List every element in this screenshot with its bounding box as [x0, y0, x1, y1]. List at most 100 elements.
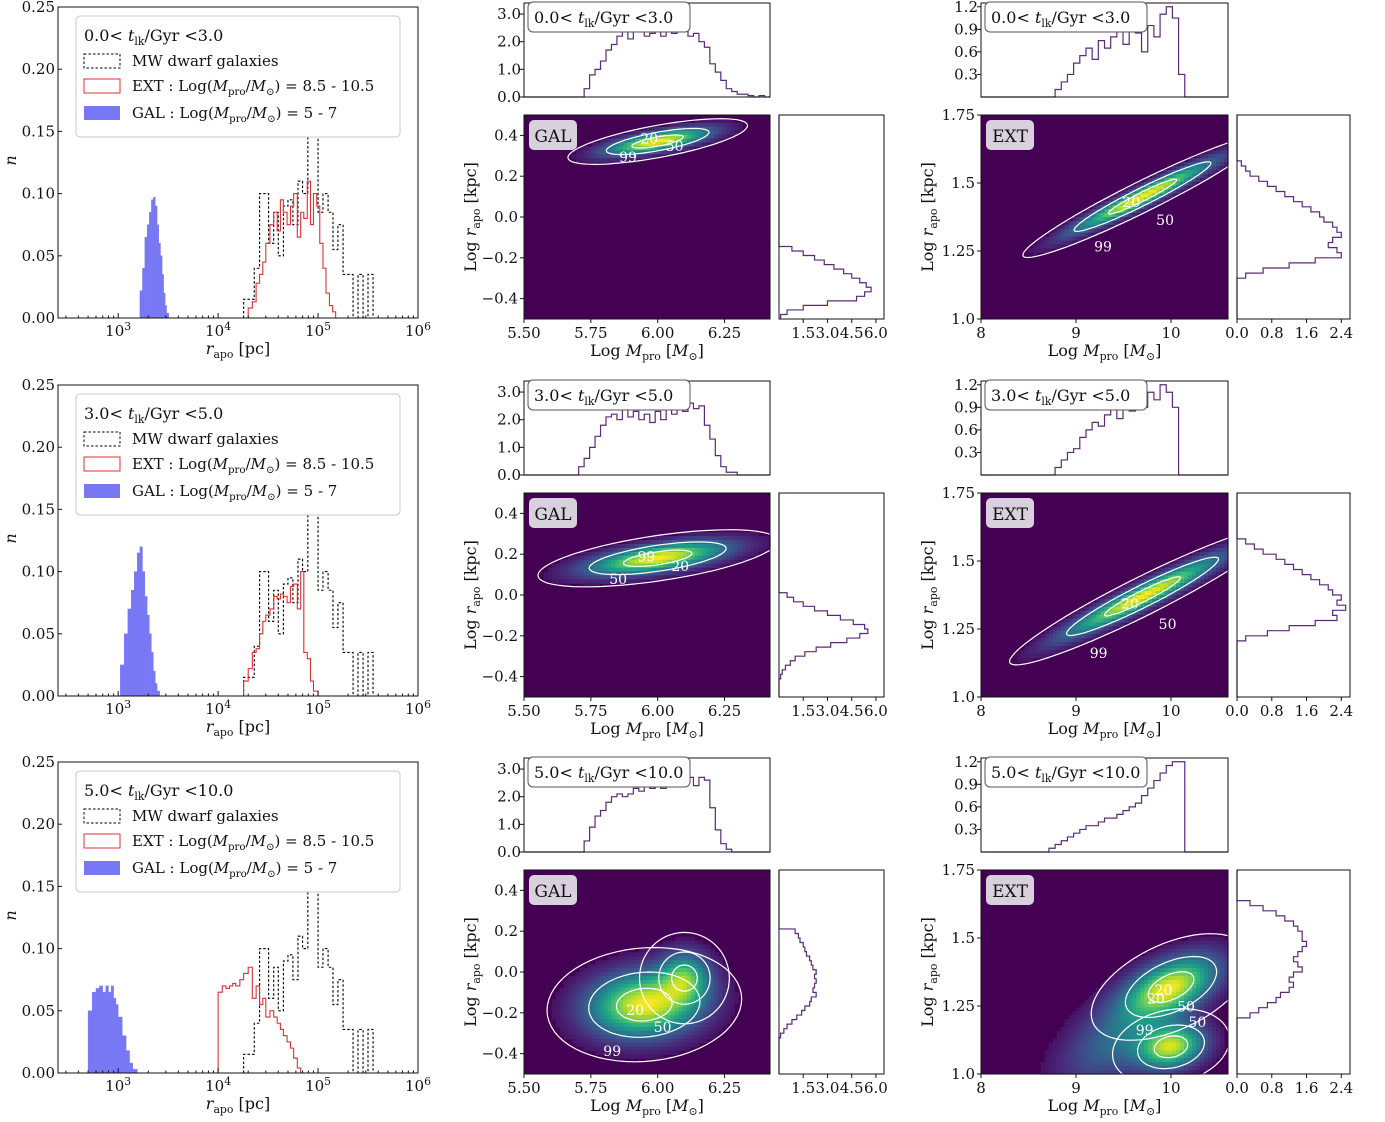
heatmap-cell	[543, 571, 549, 576]
heatmap-cell	[722, 536, 727, 541]
heatmap-cell	[714, 1003, 720, 1008]
heatmap-cell	[639, 146, 644, 151]
heatmap-cell	[627, 968, 632, 973]
heatmap-cell	[754, 544, 759, 549]
contour-line	[546, 946, 743, 1063]
heatmap-cell	[746, 532, 751, 537]
heatmap-cell	[607, 1026, 612, 1032]
heatmap-cell	[1208, 1050, 1213, 1055]
heatmap-cell	[611, 150, 616, 155]
heatmap-cell	[555, 1015, 561, 1020]
heatmap-cell	[595, 559, 600, 565]
heatmap-cell	[1184, 177, 1189, 183]
heatmap-cell	[1188, 983, 1193, 989]
heatmap-cell	[567, 1011, 573, 1016]
heatmap-cell	[1080, 1023, 1086, 1028]
heatmap-cell	[1208, 983, 1213, 989]
heatmap-cell	[607, 999, 612, 1004]
heatmap-cell	[1124, 1003, 1130, 1008]
heatmap-cell	[1224, 150, 1229, 155]
heatmap-cell	[627, 142, 632, 147]
heatmap-cell	[575, 158, 581, 163]
heatmap-cell	[1116, 1011, 1122, 1016]
y-tick-label: 1.5	[951, 552, 975, 570]
heatmap-cell	[1216, 995, 1221, 1001]
heatmap-cell	[666, 1042, 672, 1048]
heatmap-cell	[1220, 1046, 1225, 1052]
heatmap-cell	[1176, 960, 1181, 965]
heatmap-cell	[1144, 1038, 1149, 1044]
heatmap-cell	[674, 956, 680, 961]
heatmap-cell	[1076, 1007, 1082, 1012]
heatmap-cell	[595, 1034, 600, 1040]
heatmap-cell	[686, 551, 692, 557]
heatmap-cell	[1124, 1042, 1130, 1048]
heatmap-cell	[1140, 1019, 1145, 1024]
heatmap-cell	[1160, 181, 1165, 187]
heatmap-cell	[670, 944, 676, 950]
marginal-step-line	[1236, 870, 1308, 1074]
heatmap-cell	[555, 571, 561, 576]
heatmap-cell	[654, 575, 660, 580]
heatmap-cell	[1212, 1019, 1217, 1024]
heatmap-cell	[1136, 983, 1141, 989]
heatmap-cell	[1116, 972, 1122, 977]
top-marginal-histogram: 0.30.60.91.20.0< tlk/Gyr <3.0	[954, 0, 1229, 98]
heatmap-cell	[1144, 1003, 1149, 1008]
heatmap-cell	[1116, 1058, 1122, 1063]
heatmap-cell	[1184, 579, 1189, 584]
contour-line	[631, 134, 685, 149]
heatmap-cell	[726, 995, 731, 1001]
heatmap-cell	[631, 138, 636, 144]
heatmap-cell	[706, 567, 712, 573]
heatmap-cell	[1212, 1034, 1217, 1040]
heatmap-cell	[1164, 1015, 1169, 1020]
heatmap-cell	[599, 555, 604, 561]
heatmap-cell	[706, 547, 712, 553]
heatmap-cell	[654, 1003, 660, 1008]
heatmap-cell	[647, 983, 652, 989]
heatmap-cell	[1176, 567, 1181, 573]
heatmap-cell	[698, 122, 704, 128]
y-tick-label: 3.0	[497, 383, 521, 401]
heatmap-cell	[1184, 972, 1189, 977]
heatmap-cell	[1156, 960, 1161, 965]
heatmap-cell	[1064, 1070, 1070, 1075]
heatmap-cell	[1152, 602, 1157, 608]
heatmap-cell	[1156, 595, 1161, 600]
heatmap-cell	[1200, 1003, 1205, 1008]
y-tick-label: 1.0	[951, 310, 975, 328]
heatmap-cell	[1116, 975, 1122, 981]
heatmap-cell	[639, 555, 644, 561]
heatmap-cell	[1088, 634, 1094, 639]
heatmap-cell	[1124, 968, 1130, 973]
heatmap-cell	[1124, 587, 1130, 592]
heatmap-cell	[1208, 956, 1213, 961]
heatmap-cell	[1108, 213, 1114, 218]
heatmap-cell	[1156, 177, 1161, 183]
y-axis-label: n	[1, 533, 20, 543]
heatmap-cell	[686, 956, 692, 961]
heatmap-cell	[686, 122, 692, 128]
contour-label: 50	[1156, 213, 1174, 229]
heatmap-cell	[1152, 975, 1157, 981]
heatmap-cell	[1176, 591, 1181, 596]
heatmap-cell	[690, 138, 696, 144]
heatmap-cell	[718, 118, 723, 124]
marginal-step-line	[778, 493, 869, 697]
heatmap-cell	[698, 1038, 704, 1044]
heatmap-cell	[1144, 1019, 1149, 1024]
heatmap-cell	[722, 532, 727, 537]
x-tick-label: 9	[1071, 324, 1081, 342]
heatmap-cell	[1172, 1015, 1177, 1020]
legend-swatch	[83, 833, 121, 849]
heatmap-cell	[706, 1034, 712, 1040]
heatmap-cell	[647, 1042, 652, 1048]
heatmap-cell	[567, 1003, 573, 1008]
heatmap-cell	[595, 1011, 600, 1016]
heatmap-cell	[1132, 583, 1137, 588]
heatmap-cell	[1176, 964, 1181, 969]
contour-label: 20	[1122, 195, 1140, 211]
heatmap-cell	[1224, 146, 1229, 151]
heatmap-cell	[1200, 960, 1205, 965]
